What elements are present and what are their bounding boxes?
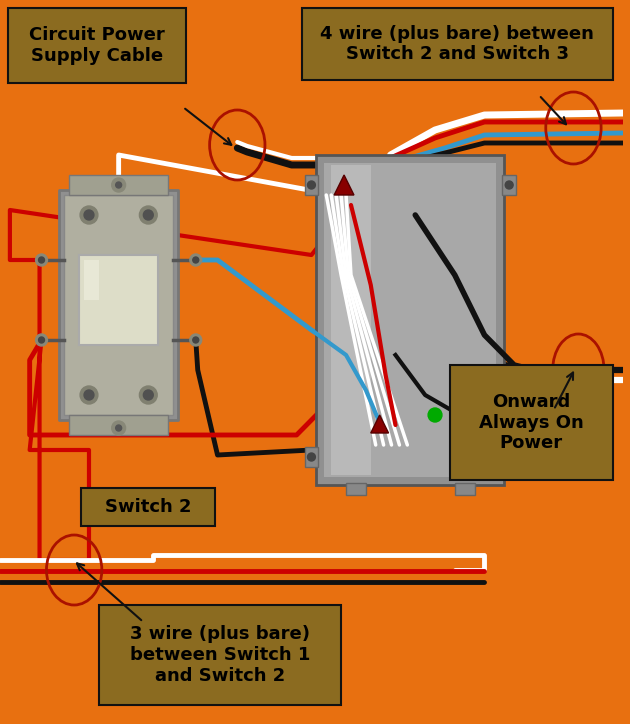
Circle shape: [84, 210, 94, 220]
Bar: [64, 195, 173, 415]
Polygon shape: [544, 375, 559, 391]
Bar: [316, 155, 504, 485]
Circle shape: [112, 421, 125, 435]
Bar: [59, 190, 178, 420]
Text: Circuit Power
Supply Cable: Circuit Power Supply Cable: [29, 26, 165, 65]
Bar: [324, 163, 496, 477]
Polygon shape: [371, 415, 389, 433]
Circle shape: [144, 390, 153, 400]
Polygon shape: [334, 175, 354, 195]
Circle shape: [193, 257, 198, 263]
Circle shape: [428, 408, 442, 422]
Circle shape: [190, 254, 202, 266]
Circle shape: [80, 386, 98, 404]
Circle shape: [193, 337, 198, 343]
Circle shape: [139, 206, 158, 224]
Bar: [331, 165, 371, 475]
Bar: [69, 175, 168, 195]
Circle shape: [116, 425, 122, 431]
Circle shape: [505, 181, 513, 189]
Text: Switch 2: Switch 2: [105, 498, 191, 516]
Circle shape: [505, 453, 513, 461]
Bar: [346, 483, 366, 495]
Text: Onward
Always On
Power: Onward Always On Power: [479, 392, 584, 452]
Bar: [455, 483, 474, 495]
Bar: [8, 8, 186, 83]
Bar: [304, 175, 318, 195]
Circle shape: [307, 453, 316, 461]
Circle shape: [38, 257, 45, 263]
Circle shape: [35, 254, 47, 266]
Bar: [304, 447, 318, 467]
Bar: [99, 605, 341, 705]
Circle shape: [80, 206, 98, 224]
Bar: [502, 175, 516, 195]
Circle shape: [190, 334, 202, 346]
Bar: [69, 415, 168, 435]
Circle shape: [139, 386, 158, 404]
Circle shape: [84, 390, 94, 400]
Text: 4 wire (plus bare) between
Switch 2 and Switch 3: 4 wire (plus bare) between Switch 2 and …: [320, 25, 594, 64]
Circle shape: [144, 210, 153, 220]
Circle shape: [35, 334, 47, 346]
Circle shape: [116, 182, 122, 188]
Bar: [302, 8, 613, 80]
Circle shape: [112, 178, 125, 192]
Circle shape: [307, 181, 316, 189]
Circle shape: [38, 337, 45, 343]
Text: 3 wire (plus bare)
between Switch 1
and Switch 2: 3 wire (plus bare) between Switch 1 and …: [130, 626, 310, 685]
Bar: [79, 255, 158, 345]
Bar: [81, 488, 215, 526]
Bar: [502, 447, 516, 467]
Bar: [450, 365, 613, 480]
Bar: [84, 260, 99, 300]
